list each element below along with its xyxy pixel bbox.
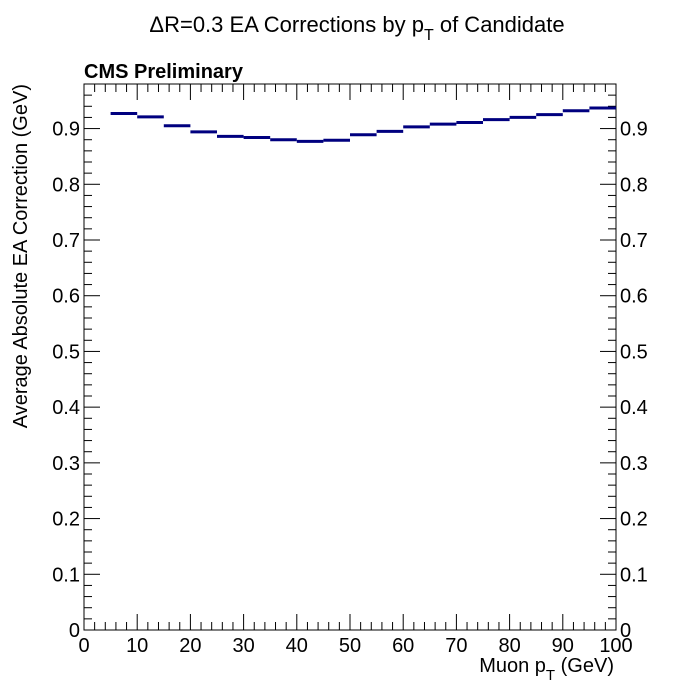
x-tick-label: 0 (78, 635, 89, 657)
y-tick-label: 0.6 (52, 286, 80, 308)
cms-preliminary-label: CMS Preliminary (84, 61, 244, 83)
y-tick-label: 0.7 (52, 230, 80, 252)
y-tick-label: 0.5 (52, 341, 80, 363)
y-tick-label-right: 0.3 (620, 453, 648, 475)
y-tick-label-right: 0.2 (620, 509, 648, 531)
y-tick-label: 0.3 (52, 453, 80, 475)
y-tick-label-right: 0 (620, 620, 631, 642)
series-ea-correction (110, 106, 616, 143)
x-tick-label: 10 (126, 635, 148, 657)
y-axis-label: Average Absolute EA Correction (GeV) (10, 84, 32, 428)
y-tick-label: 0 (69, 620, 80, 642)
y-tick-label-right: 0.8 (620, 174, 648, 196)
axis-ticks (83, 83, 617, 631)
x-tick-label: 50 (339, 635, 361, 657)
chart-title: ΔR=0.3 EA Corrections by pT of Candidate (149, 12, 564, 44)
x-axis-label: Muon pT (GeV) (479, 655, 614, 684)
x-tick-label: 70 (445, 635, 467, 657)
x-tick-label: 100 (599, 635, 632, 657)
plot-frame (83, 83, 617, 631)
x-tick-label: 40 (286, 635, 308, 657)
y-tick-label-right: 0.7 (620, 230, 648, 252)
x-tick-label: 20 (179, 635, 201, 657)
y-tick-label: 0.4 (52, 397, 80, 419)
x-tick-label: 80 (498, 635, 520, 657)
x-tick-label: 90 (552, 635, 574, 657)
y-tick-label-right: 0.5 (620, 341, 648, 363)
y-tick-label: 0.2 (52, 509, 80, 531)
x-tick-label: 30 (232, 635, 254, 657)
y-tick-label: 0.1 (52, 564, 80, 586)
y-tick-label-right: 0.1 (620, 564, 648, 586)
y-tick-label-right: 0.6 (620, 286, 648, 308)
y-tick-label: 0.9 (52, 119, 80, 141)
y-tick-label-right: 0.9 (620, 119, 648, 141)
y-tick-label-right: 0.4 (620, 397, 648, 419)
x-tick-label: 60 (392, 635, 414, 657)
y-tick-label: 0.8 (52, 174, 80, 196)
